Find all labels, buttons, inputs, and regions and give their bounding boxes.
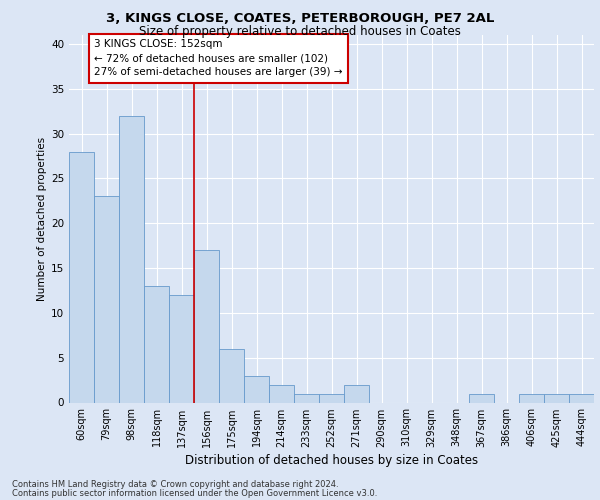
Bar (94, 196, 119, 402)
Bar (344, 384, 369, 402)
Bar (544, 394, 569, 402)
Bar (269, 384, 294, 402)
Y-axis label: Number of detached properties: Number of detached properties (37, 136, 47, 301)
Text: Contains public sector information licensed under the Open Government Licence v3: Contains public sector information licen… (12, 488, 377, 498)
Bar (169, 295, 194, 403)
X-axis label: Distribution of detached houses by size in Coates: Distribution of detached houses by size … (185, 454, 478, 467)
Bar (519, 394, 544, 402)
Text: Contains HM Land Registry data © Crown copyright and database right 2024.: Contains HM Land Registry data © Crown c… (12, 480, 338, 489)
Bar (119, 116, 144, 403)
Text: 3 KINGS CLOSE: 152sqm
← 72% of detached houses are smaller (102)
27% of semi-det: 3 KINGS CLOSE: 152sqm ← 72% of detached … (94, 40, 343, 78)
Bar (69, 152, 94, 402)
Text: 3, KINGS CLOSE, COATES, PETERBOROUGH, PE7 2AL: 3, KINGS CLOSE, COATES, PETERBOROUGH, PE… (106, 12, 494, 26)
Bar (569, 394, 594, 402)
Bar (244, 376, 269, 402)
Bar (144, 286, 169, 403)
Bar (294, 394, 319, 402)
Bar (194, 250, 219, 402)
Bar (319, 394, 344, 402)
Bar (469, 394, 494, 402)
Text: Size of property relative to detached houses in Coates: Size of property relative to detached ho… (139, 25, 461, 38)
Bar (219, 348, 244, 403)
